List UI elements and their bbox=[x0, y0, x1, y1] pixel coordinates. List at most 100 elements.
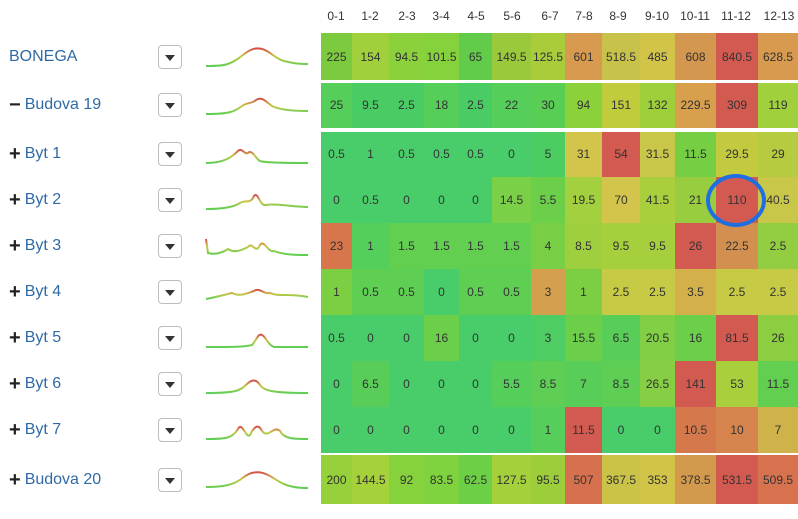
heat-cell[interactable]: 1 bbox=[352, 223, 389, 269]
heat-cell[interactable]: 0 bbox=[640, 407, 675, 453]
row-dropdown-button[interactable] bbox=[158, 92, 182, 117]
heat-cell[interactable]: 507 bbox=[565, 455, 602, 504]
heat-cell[interactable]: 0.5 bbox=[459, 269, 492, 315]
heat-cell[interactable]: 225 bbox=[321, 33, 352, 80]
row-label[interactable]: BONEGA bbox=[9, 47, 78, 65]
heat-cell[interactable]: 6.5 bbox=[352, 361, 389, 407]
heat-cell[interactable]: 8.5 bbox=[531, 361, 565, 407]
heat-cell[interactable]: 0 bbox=[321, 177, 352, 223]
heat-cell[interactable]: 1 bbox=[565, 269, 602, 315]
heat-cell[interactable]: 30 bbox=[531, 81, 565, 128]
heat-cell[interactable]: 2.5 bbox=[459, 81, 492, 128]
row-name[interactable]: BONEGA bbox=[9, 33, 77, 80]
heat-cell[interactable]: 0 bbox=[352, 407, 389, 453]
heat-cell[interactable]: 144.5 bbox=[352, 455, 389, 504]
heat-cell[interactable]: 10.5 bbox=[675, 407, 716, 453]
heat-cell[interactable]: 1 bbox=[352, 131, 389, 177]
heat-cell[interactable]: 8.5 bbox=[602, 361, 640, 407]
heat-cell[interactable]: 608 bbox=[675, 33, 716, 80]
row-dropdown-button[interactable] bbox=[158, 188, 182, 212]
heat-cell[interactable]: 18 bbox=[424, 81, 459, 128]
heat-cell[interactable]: 0 bbox=[459, 361, 492, 407]
heat-cell[interactable]: 31.5 bbox=[640, 131, 675, 177]
heat-cell[interactable]: 22 bbox=[492, 81, 531, 128]
heat-cell[interactable]: 0 bbox=[459, 407, 492, 453]
heat-cell[interactable]: 1 bbox=[321, 269, 352, 315]
heat-cell[interactable]: 9.5 bbox=[640, 223, 675, 269]
heat-cell[interactable]: 840.5 bbox=[716, 33, 758, 80]
heat-cell[interactable]: 0.5 bbox=[321, 315, 352, 361]
expand-icon[interactable]: + bbox=[9, 327, 21, 349]
heat-cell[interactable]: 95.5 bbox=[531, 455, 565, 504]
collapse-icon[interactable]: − bbox=[9, 93, 21, 116]
heat-cell[interactable]: 151 bbox=[602, 81, 640, 128]
row-name[interactable]: + Byt 2 bbox=[9, 177, 61, 223]
heat-cell[interactable]: 20.5 bbox=[640, 315, 675, 361]
row-name[interactable]: + Budova 20 bbox=[9, 455, 101, 504]
heat-cell[interactable]: 132 bbox=[640, 81, 675, 128]
row-label[interactable]: Byt 3 bbox=[24, 237, 62, 254]
expand-icon[interactable]: + bbox=[9, 419, 21, 441]
heat-cell[interactable]: 5 bbox=[531, 131, 565, 177]
heat-cell[interactable]: 8.5 bbox=[565, 223, 602, 269]
heat-cell[interactable]: 0 bbox=[492, 131, 531, 177]
heat-cell[interactable]: 29 bbox=[758, 131, 798, 177]
heat-cell[interactable]: 10 bbox=[716, 407, 758, 453]
expand-icon[interactable]: + bbox=[9, 235, 21, 257]
heat-cell[interactable]: 0 bbox=[389, 315, 424, 361]
heat-cell[interactable]: 81.5 bbox=[716, 315, 758, 361]
row-label[interactable]: Byt 5 bbox=[24, 329, 62, 346]
heat-cell[interactable]: 0 bbox=[321, 407, 352, 453]
heat-cell[interactable]: 0.5 bbox=[492, 269, 531, 315]
heat-cell[interactable]: 0 bbox=[492, 315, 531, 361]
heat-cell[interactable]: 628.5 bbox=[758, 33, 798, 80]
heat-cell[interactable]: 0 bbox=[424, 269, 459, 315]
heat-cell[interactable]: 11.5 bbox=[565, 407, 602, 453]
heat-cell[interactable]: 29.5 bbox=[716, 131, 758, 177]
heat-cell[interactable]: 26 bbox=[758, 315, 798, 361]
heat-cell[interactable]: 2.5 bbox=[640, 269, 675, 315]
heat-cell[interactable]: 94.5 bbox=[389, 33, 424, 80]
heat-cell[interactable]: 19.5 bbox=[565, 177, 602, 223]
heat-cell[interactable]: 485 bbox=[640, 33, 675, 80]
heat-cell[interactable]: 141 bbox=[675, 361, 716, 407]
heat-cell[interactable]: 5.5 bbox=[492, 361, 531, 407]
heat-cell[interactable]: 5.5 bbox=[531, 177, 565, 223]
row-dropdown-button[interactable] bbox=[158, 467, 182, 492]
heat-cell[interactable]: 2.5 bbox=[716, 269, 758, 315]
heat-cell[interactable]: 0 bbox=[459, 315, 492, 361]
heat-cell[interactable]: 0 bbox=[321, 361, 352, 407]
heat-cell[interactable]: 0.5 bbox=[389, 131, 424, 177]
heat-cell[interactable]: 26.5 bbox=[640, 361, 675, 407]
heat-cell[interactable]: 229.5 bbox=[675, 81, 716, 128]
row-label[interactable]: Budova 20 bbox=[24, 470, 102, 488]
heat-cell[interactable]: 62.5 bbox=[459, 455, 492, 504]
heat-cell[interactable]: 11.5 bbox=[758, 361, 798, 407]
heat-cell[interactable]: 378.5 bbox=[675, 455, 716, 504]
heat-cell[interactable]: 367.5 bbox=[602, 455, 640, 504]
heat-cell[interactable]: 0.5 bbox=[389, 269, 424, 315]
row-label[interactable]: Budova 19 bbox=[24, 95, 102, 113]
row-dropdown-button[interactable] bbox=[158, 142, 182, 166]
row-label[interactable]: Byt 6 bbox=[24, 375, 62, 392]
heat-cell[interactable]: 3.5 bbox=[675, 269, 716, 315]
expand-icon[interactable]: + bbox=[9, 468, 21, 491]
heat-cell[interactable]: 0.5 bbox=[321, 131, 352, 177]
heat-cell[interactable]: 353 bbox=[640, 455, 675, 504]
heat-cell[interactable]: 1.5 bbox=[389, 223, 424, 269]
heat-cell[interactable]: 119 bbox=[758, 81, 798, 128]
heat-cell[interactable]: 509.5 bbox=[758, 455, 798, 504]
row-label[interactable]: Byt 4 bbox=[24, 283, 62, 300]
row-label[interactable]: Byt 2 bbox=[24, 191, 62, 208]
heat-cell[interactable]: 9.5 bbox=[602, 223, 640, 269]
row-label[interactable]: Byt 1 bbox=[24, 145, 62, 162]
heat-cell[interactable]: 2.5 bbox=[602, 269, 640, 315]
heat-cell[interactable]: 70 bbox=[602, 177, 640, 223]
heat-cell[interactable]: 0 bbox=[492, 407, 531, 453]
heat-cell[interactable]: 53 bbox=[716, 361, 758, 407]
heat-cell[interactable]: 0 bbox=[389, 407, 424, 453]
heat-cell[interactable]: 4 bbox=[531, 223, 565, 269]
heat-cell[interactable]: 15.5 bbox=[565, 315, 602, 361]
heat-cell[interactable]: 16 bbox=[424, 315, 459, 361]
heat-cell[interactable]: 125.5 bbox=[531, 33, 565, 80]
